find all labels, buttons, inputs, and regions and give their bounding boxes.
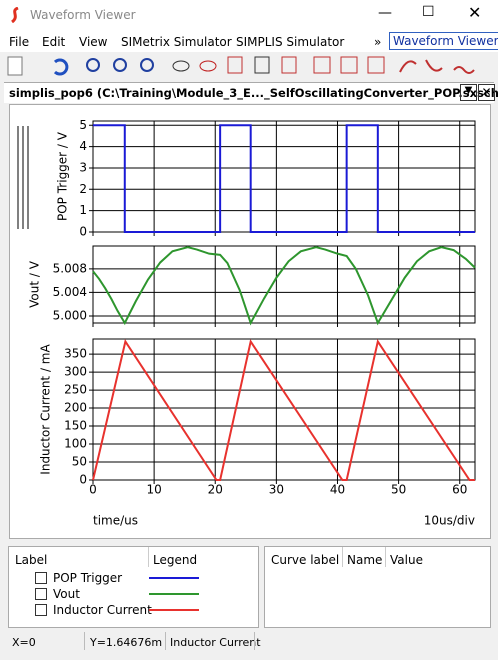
x-tick-label: 30 — [269, 483, 284, 497]
y-tick-label: 5.004 — [53, 285, 87, 299]
tool[interactable] — [281, 56, 297, 74]
view-dropdown[interactable]: Waveform Viewer — [389, 32, 498, 50]
menu-item[interactable]: View — [79, 35, 108, 49]
y-axis-label: Inductor Current / mA — [39, 344, 53, 475]
legend-label: Vout — [53, 587, 80, 601]
y-tick-label: 300 — [64, 365, 87, 379]
y-tick-label: 0 — [79, 225, 87, 239]
header: Name — [347, 553, 383, 567]
tool-zoom[interactable] — [86, 58, 100, 72]
y-tick-label: 5 — [79, 118, 87, 132]
y-tick-label: 2 — [79, 182, 87, 196]
tool-zoom[interactable] — [140, 58, 154, 72]
series-line — [92, 339, 475, 481]
y-tick-label: 1 — [79, 203, 87, 217]
tool-undo[interactable] — [53, 58, 69, 76]
legend-checkbox[interactable] — [35, 588, 47, 600]
maximize[interactable]: ☐ — [422, 4, 435, 20]
y-tick-label: 0 — [79, 473, 87, 487]
window-title: Waveform Viewer — [30, 8, 136, 22]
tab-menu[interactable]: ▼ — [460, 84, 477, 101]
y-tick-label: 250 — [64, 383, 87, 397]
app-icon — [10, 7, 19, 23]
legend-label: POP Trigger — [53, 571, 123, 585]
y-tick-label: 5.000 — [53, 308, 87, 322]
tool-eye[interactable] — [199, 60, 217, 72]
close[interactable]: ✕ — [468, 3, 482, 22]
y-axis-label: POP Trigger / V — [56, 131, 70, 221]
legend-label: Inductor Current — [53, 603, 152, 617]
plot-area: 0 1 2 3 4 5 POP Trigger / V 5.000 5.004 5.008 Vout… — [9, 104, 491, 539]
tool[interactable] — [227, 56, 243, 74]
header: Curve label — [271, 553, 340, 567]
divider — [385, 547, 386, 567]
x-tick-label: 10 — [146, 483, 161, 497]
x-tick-label: 20 — [208, 483, 223, 497]
tab-title[interactable]: simplis_pop6 (C:\Training\Module_3_E..._… — [9, 86, 498, 100]
series-line — [93, 124, 475, 233]
menu-bar: File Edit View SIMetrix Simulator SIMPLI… — [0, 30, 498, 52]
plot-frame — [92, 120, 476, 233]
legend-panel: Label Legend POP Trigger Vout Inductor Cur… — [8, 546, 259, 628]
legend-checkbox[interactable] — [35, 572, 47, 584]
plot-frame — [92, 338, 476, 481]
minimize[interactable]: — — [378, 5, 392, 21]
tool[interactable] — [254, 56, 270, 74]
divider — [254, 632, 255, 650]
legend-swatch — [149, 609, 199, 611]
tab-close[interactable]: ✕ — [478, 84, 495, 101]
divider — [84, 632, 85, 650]
tool[interactable] — [340, 56, 358, 74]
toolbar — [7, 56, 475, 76]
title-bar: Waveform Viewer — ☐ ✕ — [0, 0, 498, 30]
tool[interactable] — [453, 66, 475, 74]
menu-item[interactable]: SIMetrix Simulator — [121, 35, 232, 49]
x-tick-label: 40 — [330, 483, 345, 497]
plot-frame — [92, 245, 476, 324]
y-tick-label: 350 — [64, 347, 87, 361]
status-y: Y=1.64676m — [90, 636, 163, 649]
status-bar: X=0 Y=1.64676m Inductor Current — [0, 630, 498, 652]
tool-eye[interactable] — [172, 60, 190, 72]
tool[interactable] — [425, 59, 443, 72]
divider — [165, 632, 166, 650]
series-line — [92, 246, 476, 326]
y-tick-label: 3 — [79, 160, 87, 174]
header: Label — [15, 553, 48, 567]
menu-more[interactable]: » — [374, 35, 382, 49]
divider — [342, 547, 343, 567]
menu-item[interactable]: File — [9, 35, 30, 49]
header: Value — [390, 553, 423, 567]
dropdown-text: Waveform Viewer — [393, 34, 498, 48]
legend-checkbox[interactable] — [35, 604, 47, 616]
x-tick-label: 50 — [391, 483, 406, 497]
x-axis-label: time/us — [93, 514, 138, 528]
menu-item[interactable]: SIMPLIS Simulator — [236, 35, 345, 49]
x-tick-label: 0 — [89, 483, 97, 497]
y-tick-label: 5.008 — [53, 261, 87, 275]
y-tick-label: 100 — [64, 437, 87, 451]
status-curve: Inductor Current — [170, 636, 261, 649]
y-tick-label: 150 — [64, 419, 87, 433]
menu-item[interactable]: Edit — [42, 35, 66, 49]
legend-swatch — [149, 593, 199, 595]
tool[interactable] — [367, 56, 385, 74]
y-tick-label: 200 — [64, 401, 87, 415]
tool[interactable] — [399, 60, 417, 73]
x-scale-label: 10us/div — [424, 514, 475, 528]
tool[interactable] — [313, 56, 331, 74]
divider — [148, 547, 149, 567]
y-tick-label: 50 — [72, 455, 87, 469]
y-tick-label: 4 — [79, 139, 87, 153]
status-x: X=0 — [12, 636, 36, 649]
legend-swatch — [149, 577, 199, 579]
curve-panel: Curve label Name Value — [264, 546, 491, 628]
header: Legend — [153, 553, 198, 567]
x-tick-label: 60 — [452, 483, 467, 497]
tool-new[interactable] — [7, 56, 23, 76]
tool-zoom[interactable] — [113, 58, 127, 72]
tab-bar: simplis_pop6 (C:\Training\Module_3_E..._… — [4, 82, 498, 103]
y-axis-label: Vout / V — [28, 260, 42, 308]
